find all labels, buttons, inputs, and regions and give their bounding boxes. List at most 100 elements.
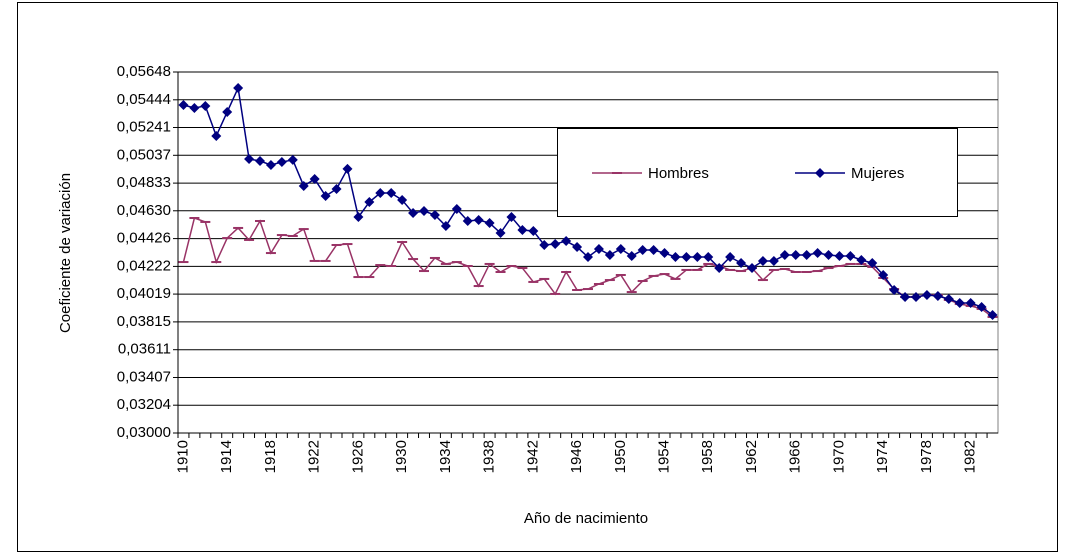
data-point <box>429 210 440 221</box>
data-point <box>506 212 517 223</box>
x-tick-label: 1954 <box>656 440 673 473</box>
data-point <box>342 163 353 174</box>
data-point <box>189 102 200 113</box>
x-tick-label: 1922 <box>306 440 323 473</box>
data-point <box>670 251 681 262</box>
data-point <box>419 206 429 217</box>
data-point <box>812 248 823 259</box>
data-point <box>801 249 812 260</box>
data-point <box>178 99 189 110</box>
data-point <box>692 251 703 262</box>
y-tick-label: 0,04833 <box>117 174 171 191</box>
data-point <box>320 191 331 202</box>
data-point <box>834 251 845 262</box>
data-point <box>451 204 462 215</box>
data-point <box>815 168 825 178</box>
data-point <box>593 243 604 254</box>
data-point <box>473 215 484 226</box>
data-point <box>276 156 287 167</box>
data-point <box>932 290 943 301</box>
data-point <box>561 236 572 247</box>
data-point <box>714 263 725 274</box>
data-point <box>200 100 211 111</box>
data-point <box>725 251 736 262</box>
data-point <box>364 197 375 208</box>
data-point <box>943 293 954 304</box>
data-point <box>703 251 714 262</box>
data-point <box>583 251 593 262</box>
x-tick-label: 1934 <box>437 440 454 473</box>
y-tick-label: 0,04019 <box>117 285 171 302</box>
x-tick-label: 1950 <box>612 440 629 473</box>
data-point <box>495 228 506 239</box>
data-point <box>845 251 856 262</box>
data-point <box>309 174 320 185</box>
data-point <box>211 130 222 141</box>
data-point <box>768 255 779 266</box>
data-point <box>867 257 878 268</box>
data-point <box>757 255 768 266</box>
x-tick-label: 1978 <box>918 440 935 473</box>
x-tick-label: 1918 <box>262 440 279 473</box>
data-point <box>331 183 342 194</box>
data-point <box>222 106 233 117</box>
data-point <box>889 284 900 295</box>
data-point <box>440 221 451 232</box>
data-point <box>265 159 276 170</box>
data-point <box>681 251 692 262</box>
y-tick-label: 0,05444 <box>117 91 171 108</box>
y-tick-label: 0,03611 <box>118 341 171 358</box>
y-tick-label: 0,04426 <box>117 230 171 247</box>
y-tick-label: 0,04222 <box>117 257 171 274</box>
data-point <box>747 263 757 274</box>
data-point <box>637 245 648 256</box>
data-point <box>987 309 998 320</box>
x-tick-label: 1982 <box>962 440 979 473</box>
x-tick-label: 1938 <box>481 440 498 473</box>
y-axis-title: Coeficiente de variación <box>57 173 74 333</box>
data-point <box>233 82 244 93</box>
data-point <box>921 290 932 301</box>
data-point <box>386 188 397 199</box>
data-point <box>298 180 309 191</box>
data-point <box>615 243 626 254</box>
x-tick-label: 1966 <box>787 440 804 473</box>
data-point <box>255 156 265 167</box>
y-tick-label: 0,03407 <box>117 368 171 385</box>
data-point <box>878 269 889 280</box>
y-tick-label: 0,03815 <box>117 313 171 330</box>
data-point <box>550 239 561 250</box>
data-point <box>856 254 867 265</box>
y-tick-label: 0,05241 <box>117 118 171 135</box>
x-tick-label: 1970 <box>830 440 847 473</box>
x-tick-label: 1914 <box>218 440 235 473</box>
data-point <box>353 212 364 223</box>
data-point <box>648 245 659 256</box>
data-point <box>626 251 637 262</box>
x-tick-label: 1946 <box>568 440 585 473</box>
data-point <box>572 242 583 253</box>
x-tick-label: 1942 <box>524 440 541 473</box>
data-point <box>397 195 408 206</box>
y-tick-label: 0,05648 <box>117 63 171 80</box>
data-point <box>779 249 790 260</box>
data-point <box>604 249 615 260</box>
data-point <box>900 291 911 302</box>
data-point <box>408 207 419 218</box>
x-tick-label: 1962 <box>743 440 760 473</box>
y-tick-label: 0,03204 <box>117 396 171 413</box>
data-point <box>736 257 747 268</box>
data-point <box>965 297 976 308</box>
data-point <box>244 153 255 164</box>
x-tick-label: 1958 <box>699 440 716 473</box>
legend-label: Hombres <box>648 165 709 182</box>
data-point <box>911 291 921 302</box>
x-axis-title: Año de nacimiento <box>524 510 648 527</box>
x-tick-label: 1926 <box>349 440 366 473</box>
data-point <box>659 248 670 259</box>
data-point <box>517 225 528 236</box>
data-point <box>484 218 495 229</box>
x-tick-label: 1930 <box>393 440 410 473</box>
legend-label: Mujeres <box>851 165 904 182</box>
